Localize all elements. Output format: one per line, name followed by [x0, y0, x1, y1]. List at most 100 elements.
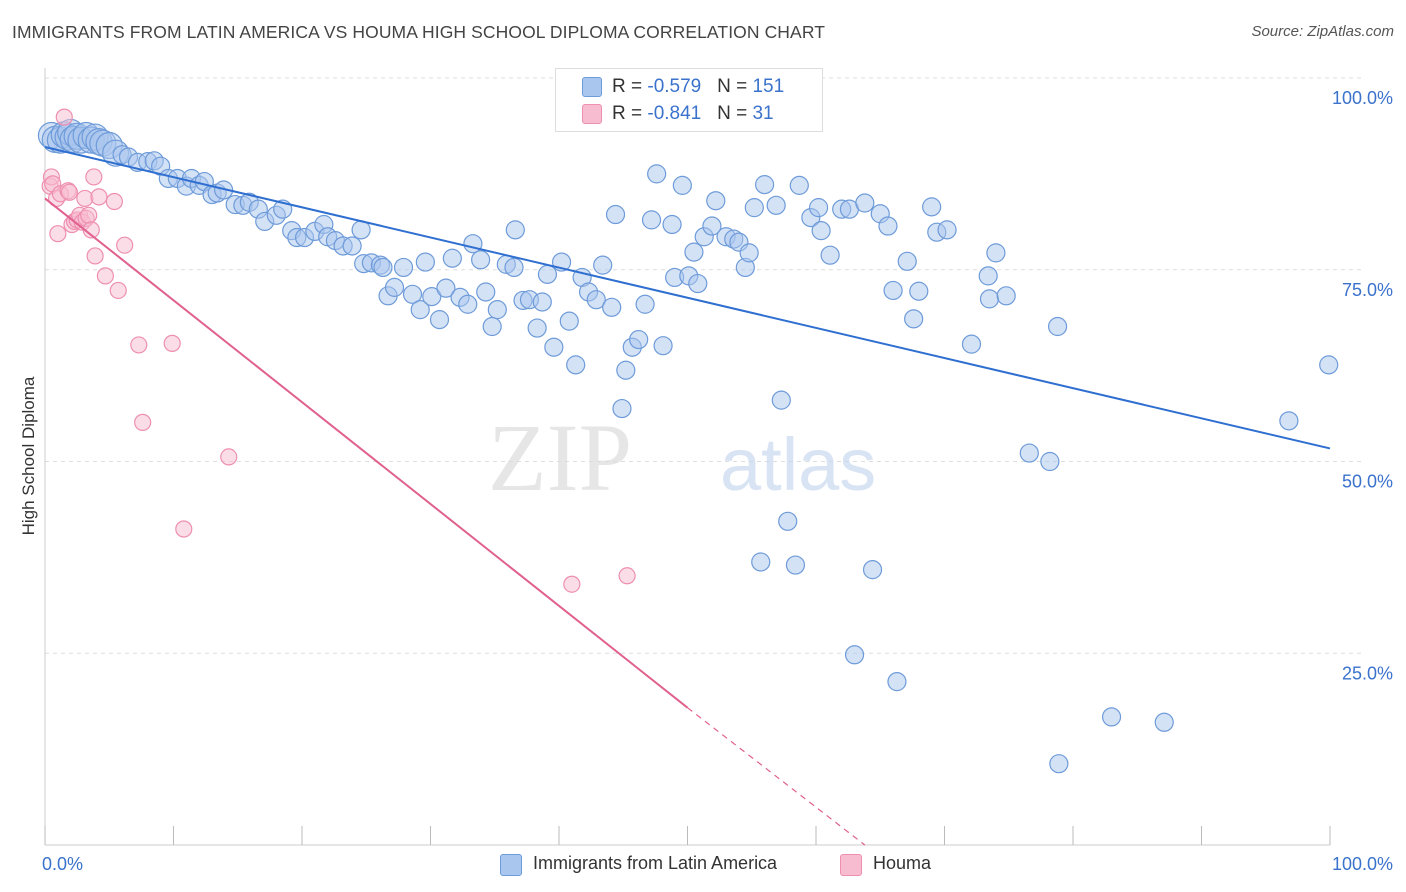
data-point-latin-america [566, 355, 586, 375]
data-point-latin-america [1047, 316, 1068, 337]
legend-r-label: R = [612, 76, 648, 97]
data-point-houma [134, 413, 152, 431]
data-point-latin-america [702, 216, 722, 236]
data-point-latin-america [482, 316, 502, 337]
correlation-legend: R = -0.579 N = 151 R = -0.841 N = 31 [555, 68, 823, 132]
data-point-latin-america [532, 292, 552, 312]
x-tick-label: 100.0% [1332, 854, 1393, 874]
bottom-legend-swatch-blue [500, 854, 522, 876]
data-point-latin-america [586, 290, 606, 310]
trendline-houma [44, 197, 689, 709]
y-tick-label: 25.0% [1342, 663, 1393, 683]
data-point-latin-america [1101, 707, 1122, 727]
data-point-latin-america [739, 243, 759, 263]
tick-labels: 25.0% 50.0% 75.0% 100.0% 0.0% 100.0% [42, 88, 1393, 874]
data-point-latin-america [883, 280, 903, 301]
data-point-latin-america [922, 197, 942, 217]
data-point-latin-america [751, 552, 771, 572]
y-tick-label: 75.0% [1342, 280, 1393, 300]
data-point-latin-america [937, 220, 957, 240]
data-point-latin-america [688, 273, 708, 294]
data-point-houma [96, 267, 114, 285]
data-point-latin-america [463, 234, 483, 254]
data-point-latin-america [415, 252, 435, 272]
data-point-latin-america [458, 294, 478, 314]
data-point-houma [618, 567, 636, 585]
data-point-houma [86, 247, 104, 265]
data-point-latin-america [811, 221, 831, 241]
data-point-latin-america [544, 337, 564, 357]
data-point-houma [55, 108, 73, 126]
data-point-latin-america [887, 672, 907, 692]
data-point-latin-america [672, 175, 692, 195]
axes [44, 68, 1331, 846]
data-point-latin-america [393, 257, 414, 278]
data-point-houma [49, 225, 67, 243]
data-point-latin-america [410, 300, 430, 320]
data-point-latin-america [384, 277, 405, 297]
data-point-houma [563, 575, 581, 593]
data-point-latin-america [1319, 355, 1339, 375]
data-point-latin-america [476, 282, 496, 302]
data-point-latin-america [778, 511, 798, 531]
data-point-latin-america [214, 180, 234, 200]
data-point-latin-america [629, 329, 649, 350]
series-houma [41, 108, 636, 593]
chart-title: IMMIGRANTS FROM LATIN AMERICA VS HOUMA H… [12, 22, 826, 42]
data-point-latin-america [504, 257, 524, 278]
data-point-latin-america [979, 289, 1000, 309]
data-point-latin-america [527, 318, 547, 338]
watermark-zip: ZIP [488, 404, 632, 511]
data-point-latin-america [487, 300, 507, 320]
data-point-houma [163, 334, 181, 352]
data-point-latin-america [684, 242, 704, 262]
legend-n-label: N = [717, 103, 753, 124]
data-point-latin-america [855, 193, 875, 213]
data-point-latin-america [904, 309, 924, 329]
data-point-latin-america [429, 310, 450, 330]
data-point-latin-america [754, 175, 775, 195]
legend-n-value: 151 [752, 76, 785, 97]
data-point-latin-america [422, 286, 442, 307]
data-point-latin-america [653, 336, 673, 356]
data-point-houma [85, 168, 103, 186]
data-point-latin-america [471, 250, 491, 270]
data-point-latin-america [844, 645, 865, 665]
data-point-latin-america [961, 334, 982, 354]
y-tick-label: 50.0% [1342, 472, 1393, 492]
trendline-houma-extension [687, 707, 866, 846]
trendline-latin-america [44, 146, 1331, 450]
data-point-latin-america [909, 281, 929, 301]
data-point-houma [220, 448, 238, 466]
data-point-latin-america [442, 248, 462, 268]
data-point-houma [130, 336, 148, 354]
data-point-latin-america [373, 257, 393, 278]
legend-n-label: N = [717, 76, 753, 97]
data-point-latin-america [616, 360, 636, 380]
data-point-houma [60, 183, 79, 201]
bottom-legend-swatch-pink [840, 854, 862, 876]
y-tick-label: 100.0% [1332, 88, 1393, 108]
data-point-latin-america [978, 266, 998, 286]
watermark: ZIP atlas [488, 404, 876, 511]
data-point-latin-america [766, 195, 786, 215]
x-tick-label: 0.0% [42, 854, 83, 874]
legend-r-value: -0.841 [647, 103, 702, 124]
data-point-houma [116, 236, 134, 254]
data-point-latin-america [402, 284, 423, 304]
y-axis-label: High School Diploma [19, 376, 38, 536]
watermark-atlas: atlas [720, 423, 876, 506]
series-latin-america [37, 118, 1339, 774]
data-point-houma [76, 189, 94, 208]
data-point-latin-america [1279, 411, 1299, 431]
data-point-latin-america [537, 264, 558, 284]
data-point-latin-america [1019, 443, 1039, 463]
data-point-houma [175, 520, 193, 538]
bottom-legend-label: Immigrants from Latin America [533, 853, 778, 873]
data-point-latin-america [342, 236, 362, 256]
data-point-latin-america [706, 191, 726, 211]
data-point-latin-america [785, 555, 806, 575]
legend-swatch-blue [582, 77, 602, 97]
legend-n-value: 31 [752, 103, 774, 124]
